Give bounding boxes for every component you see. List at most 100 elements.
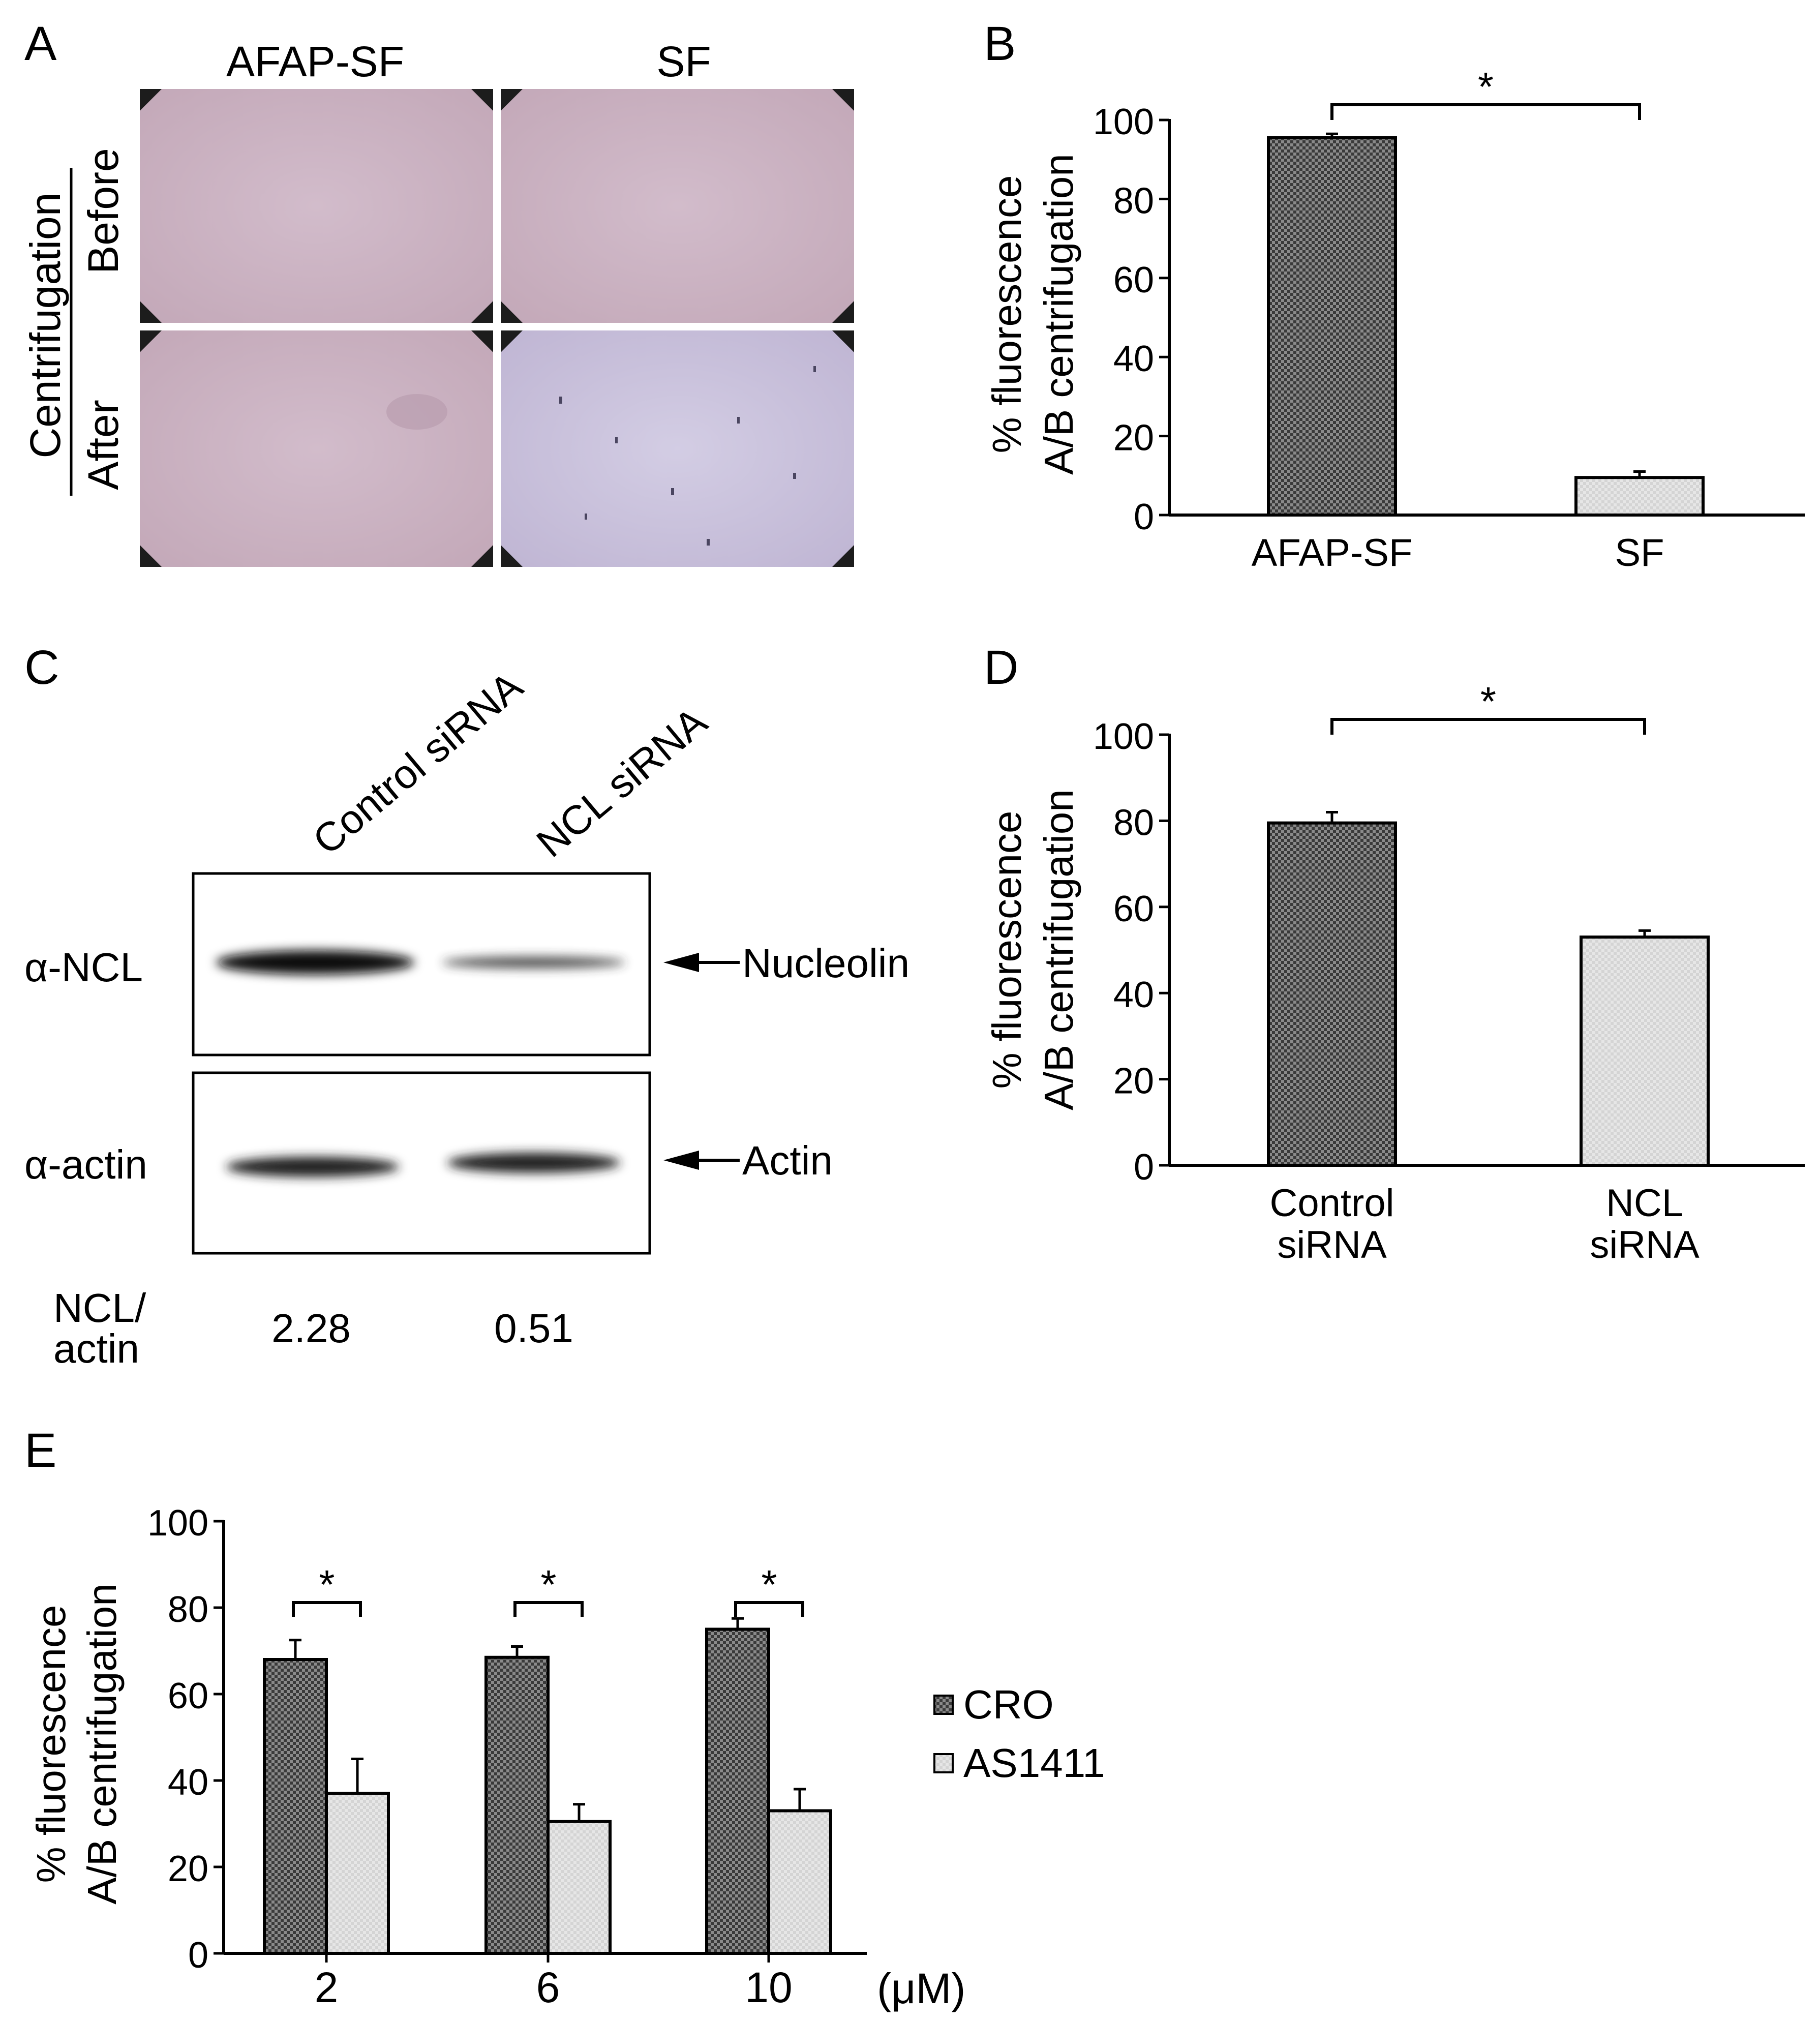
target-label-nucleolin: Nucleolin: [742, 941, 909, 986]
lane-label-ncl-sirna: NCL siRNA: [528, 698, 716, 866]
arrow-nucleolin: [663, 953, 740, 972]
panel-d-x-tick-label: NCL: [1606, 1182, 1683, 1225]
ratio-value-control: 2.28: [271, 1306, 351, 1351]
panel-e-significance-star: *: [761, 1562, 777, 1607]
panel-a: A AFAP-SF SF Centrifugation Before After: [21, 17, 854, 567]
panel-a-row-label-before: Before: [79, 148, 127, 274]
antibody-label-actin: α-actin: [24, 1142, 147, 1187]
panel-b-letter: B: [984, 17, 1016, 71]
panel-b-ylabel-line2: A/B centrifugation: [1036, 154, 1081, 474]
panel-e-y-tick-label: 40: [168, 1762, 208, 1803]
blot-ncl: [192, 872, 651, 1057]
panel-b: B % fluorescence A/B centrifugation 0 20 4…: [984, 17, 1805, 575]
panel-e-significance-star: *: [540, 1562, 556, 1607]
band-ncl-ncl-sirna: [442, 956, 625, 969]
micrograph-afap-sf-after: [140, 330, 493, 567]
arrow-actin: [663, 1151, 740, 1170]
panel-a-column-label-afap-sf: AFAP-SF: [226, 38, 404, 85]
panel-e-x-unit: (μM): [877, 1965, 965, 2012]
panel-e-significance-bracket: [292, 1601, 362, 1617]
panel-b-significance-star: *: [1478, 64, 1494, 109]
panel-d-bar: [1580, 935, 1710, 1167]
panel-e-bar-cro: [263, 1658, 328, 1955]
panel-b-y-tick-label: 40: [1113, 339, 1154, 379]
panel-a-row-label-after: After: [79, 400, 127, 490]
panel-b-chart-area: 0 20 40 60 80 100 AFAP-SF SF *: [1093, 64, 1805, 575]
panel-b-ylabel-line1: % fluorescence: [984, 175, 1029, 454]
panel-e-x-tick-label: 6: [536, 1964, 560, 2011]
panel-e-y-tick-label: 20: [168, 1849, 208, 1889]
panel-e-legend: CRO AS1411: [933, 1682, 1105, 1786]
panel-c: C Control siRNA NCL siRNA α-NCL Nucleoli…: [24, 641, 909, 1371]
panel-e-bar-cro: [484, 1655, 550, 1955]
legend-label-as1411: AS1411: [963, 1740, 1105, 1786]
panel-b-y-tick-label: 0: [1134, 497, 1154, 537]
panel-a-letter: A: [24, 17, 57, 71]
panel-e-bar-as1411: [547, 1820, 612, 1955]
ratio-label-line1: NCL/: [53, 1285, 146, 1331]
panel-e-ylabel-line1: % fluorescence: [28, 1605, 74, 1883]
panel-a-row-labels: Centrifugation Before After: [21, 148, 127, 496]
panel-b-y-tick-label: 20: [1113, 418, 1154, 459]
panel-b-x-tick-label: SF: [1615, 531, 1664, 575]
panel-e-significance-bracket: [734, 1601, 804, 1617]
panel-d-ylabel-line1: % fluorescence: [984, 811, 1029, 1089]
panel-e-bar-cro: [705, 1627, 770, 1955]
legend-swatch-cro: [933, 1695, 954, 1715]
panel-d-x-tick-label: Control: [1270, 1182, 1394, 1225]
legend-label-cro: CRO: [963, 1682, 1054, 1727]
panel-d-significance-star: *: [1480, 679, 1496, 724]
panel-d-x-tick-label: siRNA: [1277, 1223, 1387, 1266]
legend-swatch-as1411: [933, 1753, 954, 1773]
panel-b-bar: [1574, 476, 1705, 517]
panel-e-bar-as1411: [767, 1809, 832, 1955]
panel-d-bar: [1267, 821, 1397, 1167]
panel-d-y-tick-label: 100: [1093, 716, 1154, 757]
panel-d-y-tick-label: 60: [1113, 889, 1154, 929]
panel-c-letter: C: [24, 641, 59, 695]
panel-d-letter: D: [984, 641, 1019, 695]
panel-d-ylabel-line2: A/B centrifugation: [1036, 789, 1081, 1110]
antibody-label-ncl: α-NCL: [24, 945, 143, 990]
panel-e: E % fluorescence A/B centrifugation 0 20 4…: [24, 1424, 1105, 2012]
panel-e-letter: E: [24, 1424, 56, 1477]
panel-e-y-tick-label: 100: [147, 1503, 208, 1544]
panel-b-bar: [1267, 136, 1397, 517]
micrograph-sf-before: [501, 89, 854, 323]
panel-a-column-label-sf: SF: [656, 38, 711, 85]
lane-label-control-sirna: Control siRNA: [305, 663, 531, 863]
panel-d-significance-bracket: [1330, 718, 1646, 735]
panel-d: D % fluorescence A/B centrifugation 0 20 4…: [984, 641, 1805, 1266]
panel-e-significance-star: *: [319, 1562, 335, 1607]
panel-d-x-tick-label: siRNA: [1590, 1223, 1700, 1266]
panel-e-ylabel-line2: A/B centrifugation: [79, 1583, 125, 1904]
ratio-label-line2: actin: [53, 1326, 139, 1371]
blot-actin: [192, 1071, 651, 1255]
panel-b-y-tick-label: 100: [1093, 102, 1154, 142]
panel-b-y-tick-label: 60: [1113, 260, 1154, 300]
panel-e-chart-area: 0 20 40 60 80 100 2 * 6 * 10 *: [147, 1503, 867, 2011]
panel-e-y-tick-label: 80: [168, 1589, 208, 1630]
panel-b-x-tick-label: AFAP-SF: [1252, 531, 1413, 575]
band-actin-control: [226, 1157, 399, 1177]
panel-e-y-tick-label: 60: [168, 1676, 208, 1716]
panel-d-y-tick-label: 20: [1113, 1061, 1154, 1102]
panel-d-y-tick-label: 0: [1134, 1147, 1154, 1188]
panel-b-significance-bracket: [1330, 103, 1641, 120]
panel-b-y-tick-label: 80: [1113, 180, 1154, 221]
panel-e-x-tick-label: 10: [745, 1964, 792, 2011]
panel-e-significance-bracket: [513, 1601, 584, 1617]
panel-e-y-tick-label: 0: [188, 1935, 208, 1976]
panel-d-y-tick-label: 40: [1113, 975, 1154, 1015]
panel-e-x-tick-label: 2: [315, 1964, 339, 2011]
band-actin-ncl-sirna: [447, 1153, 620, 1173]
panel-e-bar-as1411: [325, 1792, 390, 1955]
panel-a-group-label-centrifugation: Centrifugation: [21, 193, 69, 459]
ratio-value-ncl-sirna: 0.51: [494, 1306, 573, 1351]
panel-d-y-tick-label: 80: [1113, 802, 1154, 843]
target-label-actin: Actin: [742, 1138, 833, 1183]
micrograph-sf-after: [501, 330, 854, 567]
band-ncl-control: [216, 950, 414, 975]
